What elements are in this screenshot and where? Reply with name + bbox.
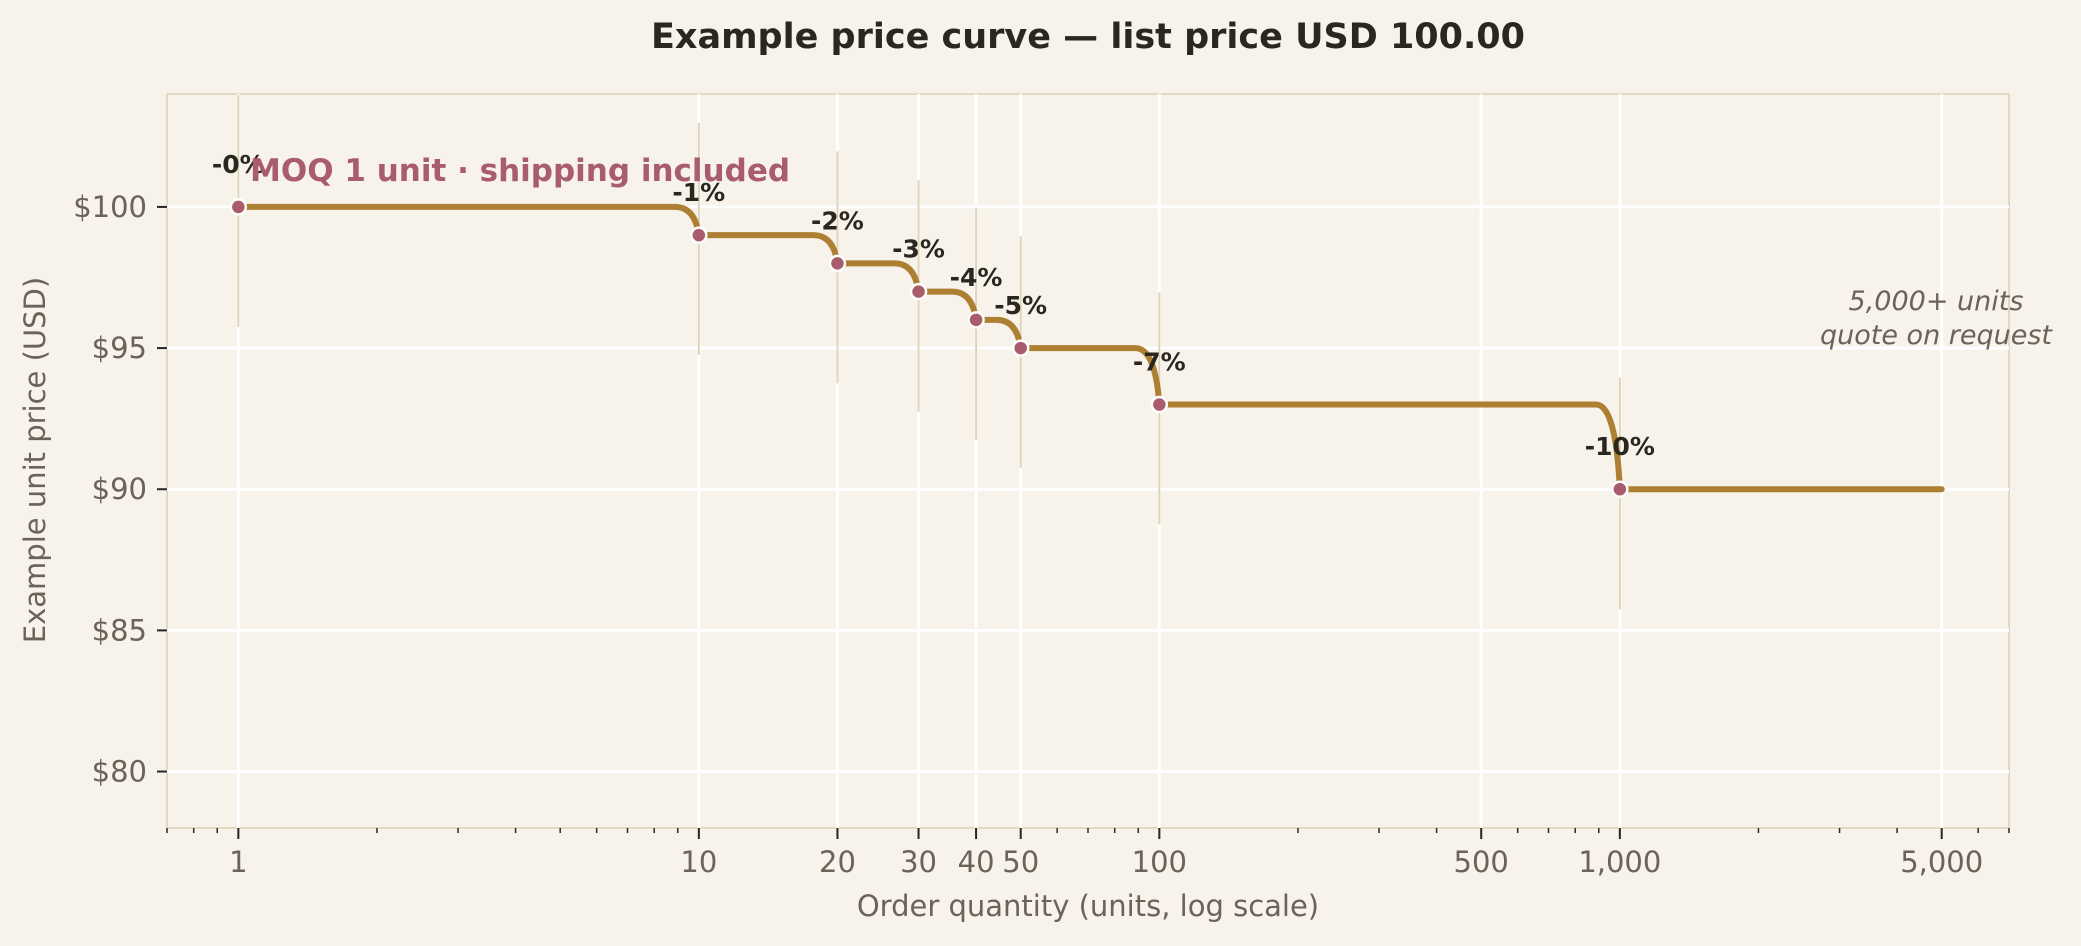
tier-labels: -0% -1% -2% -3%-4%-5% -7% -10%: [212, 150, 1655, 461]
tier-point: [1150, 395, 1169, 414]
y-tick-label: $80: [92, 755, 147, 789]
tier-point: [909, 282, 928, 301]
x-tick-label: 1,000: [1578, 845, 1661, 879]
quote-note-line1: 5,000+ units: [1849, 286, 2024, 317]
x-tick-label: 50: [1002, 845, 1039, 879]
y-tick-label: $95: [92, 331, 147, 365]
x-tick-label: 100: [1132, 845, 1187, 879]
tier-discount-label: -2%: [811, 206, 864, 235]
x-tick-label: 30: [900, 845, 937, 879]
quote-note-line2: quote on request: [1820, 320, 2053, 351]
y-tick-label: $100: [73, 190, 147, 224]
tier-point: [690, 226, 708, 244]
x-axis-ticks: 1 10 20 30 40 50 100 500 1,000 5,000: [229, 828, 1983, 879]
moq-annotation: MOQ 1 unit · shipping included: [250, 153, 790, 189]
tier-markers: [229, 198, 1629, 498]
x-tick-label: 10: [680, 845, 717, 879]
x-tick-label: 1: [229, 845, 247, 879]
tier-discount-label: -1%: [672, 178, 725, 207]
tier-discount-label: -10%: [1585, 432, 1655, 461]
tier-point: [1011, 339, 1030, 357]
tier-point: [967, 311, 985, 329]
tier-discount-label: -3%: [892, 235, 945, 264]
tier-discount-label: -7%: [1133, 348, 1186, 377]
x-tick-label: 20: [819, 845, 856, 879]
x-axis-label: Order quantity (units, log scale): [857, 889, 1319, 923]
x-tick-label: 500: [1454, 845, 1509, 879]
y-axis-label: Example unit price (USD): [18, 277, 52, 643]
y-tick-label: $90: [92, 472, 147, 506]
plot-area: [166, 93, 2010, 829]
tier-point: [1611, 480, 1629, 498]
tier-point: [828, 254, 847, 273]
chart-title: Example price curve — list price USD 100…: [651, 17, 1525, 57]
tier-discount-label: -0%: [212, 150, 265, 179]
tier-point: [229, 198, 248, 216]
price-curve-line: [235, 203, 1945, 493]
y-axis-ticks: $80 $85 $90 $95 $100: [73, 190, 167, 789]
tier-discount-label: -4%: [950, 263, 1003, 292]
tier-discount-label: -5%: [994, 291, 1047, 320]
minor-ticks: [166, 828, 2010, 837]
x-tick-label: 5,000: [1900, 845, 1983, 879]
y-tick-label: $85: [92, 613, 147, 647]
x-tick-label: 40: [958, 845, 995, 879]
